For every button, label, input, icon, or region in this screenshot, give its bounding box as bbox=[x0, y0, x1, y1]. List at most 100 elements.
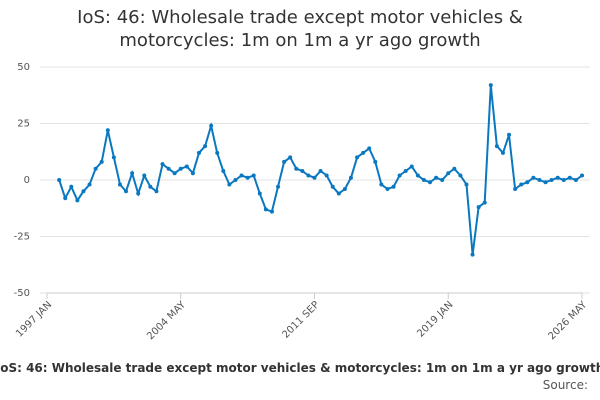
data-point bbox=[306, 173, 311, 178]
data-point bbox=[476, 205, 481, 210]
data-point bbox=[379, 182, 384, 187]
x-tick-label: 2004 MAY bbox=[145, 299, 188, 342]
caption-text: IoS: 46: Wholesale trade except motor ve… bbox=[0, 361, 600, 375]
data-point bbox=[409, 164, 414, 169]
data-point bbox=[160, 162, 165, 167]
data-point bbox=[300, 168, 305, 173]
data-point bbox=[324, 173, 329, 178]
x-tick-label: 2019 JAN bbox=[415, 299, 455, 339]
data-point bbox=[555, 175, 560, 180]
data-point bbox=[507, 132, 512, 137]
data-point bbox=[348, 175, 353, 180]
data-point bbox=[421, 178, 426, 182]
data-point bbox=[93, 166, 98, 171]
data-point bbox=[549, 178, 554, 182]
data-point bbox=[148, 184, 153, 189]
data-point bbox=[294, 166, 299, 171]
data-point bbox=[124, 189, 129, 194]
data-point bbox=[312, 175, 317, 180]
data-point bbox=[342, 187, 347, 192]
y-tick-label: -50 bbox=[14, 288, 30, 299]
data-point bbox=[513, 187, 518, 192]
data-point bbox=[537, 178, 542, 182]
data-point bbox=[543, 180, 548, 185]
data-point bbox=[263, 207, 268, 212]
x-tick-label: 1997 JAN bbox=[14, 299, 54, 339]
data-point bbox=[269, 209, 274, 214]
source: Source: bbox=[542, 378, 588, 392]
data-point bbox=[282, 159, 287, 164]
x-tick-label: 2011 SEP bbox=[280, 299, 321, 340]
data-point bbox=[203, 144, 208, 149]
y-tick-label: 0 bbox=[24, 175, 30, 186]
data-point bbox=[251, 173, 256, 178]
data-point bbox=[482, 200, 487, 205]
y-tick-label: 25 bbox=[17, 119, 30, 130]
data-point bbox=[373, 159, 378, 164]
data-point bbox=[318, 168, 323, 173]
data-point bbox=[81, 189, 86, 194]
data-point bbox=[75, 198, 80, 203]
data-point bbox=[336, 191, 341, 196]
data-point bbox=[154, 189, 159, 194]
data-point bbox=[276, 184, 281, 189]
data-point bbox=[494, 144, 499, 149]
data-point bbox=[130, 171, 135, 176]
data-point bbox=[117, 182, 122, 187]
data-point bbox=[209, 123, 214, 128]
data-point bbox=[415, 173, 420, 178]
data-point bbox=[385, 187, 390, 192]
data-point bbox=[184, 164, 189, 169]
data-point bbox=[567, 175, 572, 180]
y-tick-label: -25 bbox=[14, 232, 30, 243]
data-point bbox=[573, 178, 578, 182]
data-point bbox=[178, 166, 183, 171]
data-point bbox=[403, 168, 408, 173]
data-point bbox=[458, 173, 463, 178]
data-point bbox=[440, 178, 445, 182]
data-point bbox=[215, 150, 220, 155]
data-point bbox=[190, 171, 195, 176]
y-tick-label: 50 bbox=[17, 62, 30, 73]
data-point bbox=[580, 173, 584, 178]
data-point bbox=[142, 173, 147, 178]
data-point bbox=[136, 191, 141, 196]
data-point bbox=[257, 191, 262, 196]
x-tick-label: 2026 MAY bbox=[547, 299, 590, 342]
data-point bbox=[196, 150, 201, 155]
data-point bbox=[355, 155, 360, 160]
data-point bbox=[428, 180, 433, 185]
data-point bbox=[245, 175, 250, 180]
data-point bbox=[111, 155, 116, 160]
data-point bbox=[57, 178, 62, 182]
data-point bbox=[397, 173, 402, 178]
data-point bbox=[233, 178, 238, 182]
data-point bbox=[470, 252, 475, 257]
data-point bbox=[288, 155, 293, 160]
data-point bbox=[361, 150, 366, 155]
data-point bbox=[227, 182, 232, 187]
data-point bbox=[87, 182, 92, 187]
data-point bbox=[531, 175, 536, 180]
data-point bbox=[525, 180, 530, 185]
data-point bbox=[166, 166, 171, 171]
data-point bbox=[452, 166, 457, 171]
data-point bbox=[519, 182, 524, 187]
data-point bbox=[464, 182, 469, 187]
data-point bbox=[172, 171, 177, 176]
data-point bbox=[561, 178, 566, 182]
data-point bbox=[221, 168, 226, 173]
data-point bbox=[488, 83, 493, 88]
data-point bbox=[239, 173, 244, 178]
data-point bbox=[330, 184, 335, 189]
data-point bbox=[391, 184, 396, 189]
data-point bbox=[434, 175, 439, 180]
data-point bbox=[99, 159, 104, 164]
data-point bbox=[367, 146, 372, 151]
data-point bbox=[446, 171, 451, 176]
data-point bbox=[105, 128, 110, 133]
data-point bbox=[69, 184, 74, 189]
data-point bbox=[63, 196, 68, 201]
chart-title: IoS: 46: Wholesale trade except motor ve… bbox=[77, 7, 523, 51]
